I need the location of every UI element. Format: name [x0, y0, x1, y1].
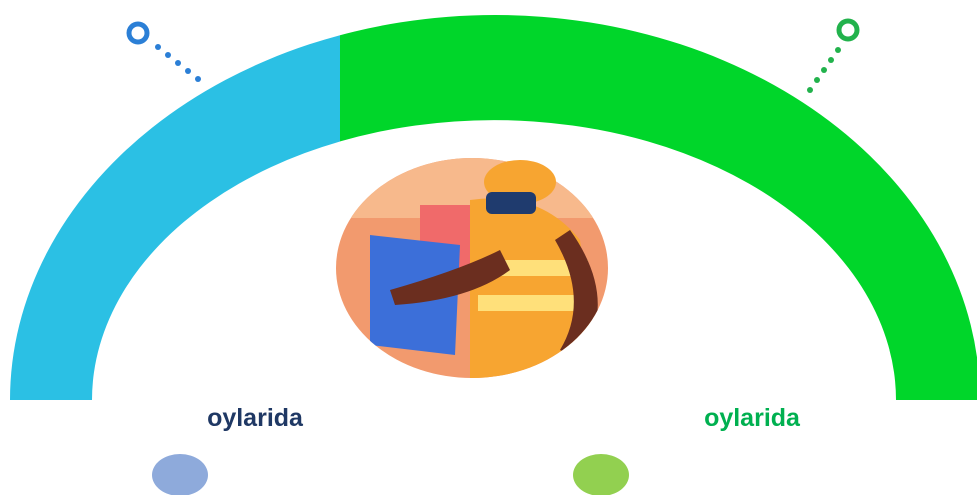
right-label: oylarida	[704, 404, 801, 432]
right-pointer	[807, 21, 857, 93]
infographic: oylarida oylarida	[0, 0, 977, 495]
right-dot	[573, 454, 629, 495]
left-label: oylarida	[207, 404, 304, 432]
left-dot	[152, 454, 208, 495]
left-pointer	[129, 24, 201, 82]
worker-illustration	[336, 158, 608, 380]
